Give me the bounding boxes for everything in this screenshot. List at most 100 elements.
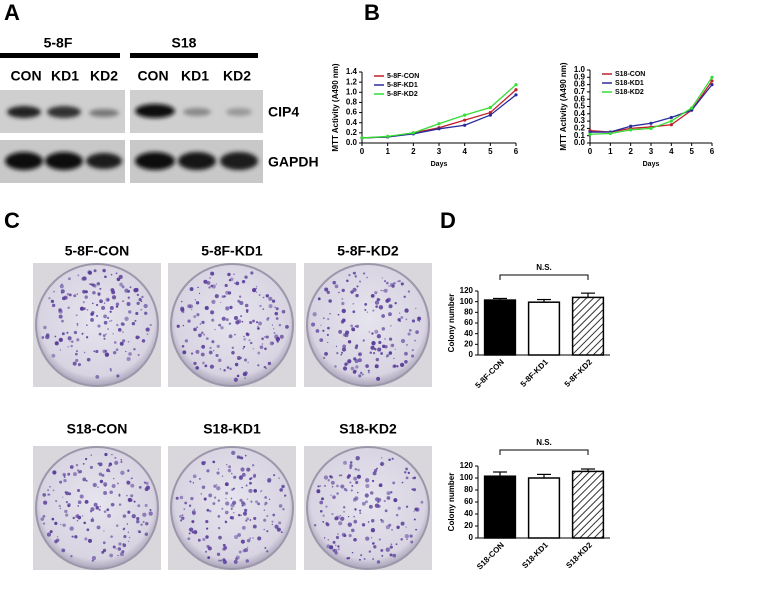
- colony: [231, 350, 235, 355]
- colony: [411, 319, 416, 323]
- x-tick-label: 4: [669, 147, 674, 156]
- colony: [109, 490, 113, 495]
- colony: [390, 343, 395, 348]
- colony: [225, 501, 230, 506]
- colony: [225, 464, 228, 466]
- colony: [112, 350, 117, 355]
- colony: [249, 320, 253, 325]
- colony: [365, 364, 369, 368]
- colony: [188, 528, 192, 531]
- colony: [371, 519, 375, 523]
- colony: [233, 475, 237, 479]
- colony: [237, 513, 241, 517]
- colony: [274, 306, 276, 309]
- colony: [282, 507, 285, 511]
- colony: [374, 291, 378, 295]
- colony: [266, 550, 269, 553]
- colony: [368, 331, 370, 333]
- colony: [233, 315, 239, 321]
- colony: [67, 346, 69, 348]
- colony: [257, 327, 260, 330]
- colony: [103, 314, 107, 319]
- colony: [243, 345, 246, 348]
- colony: [187, 304, 192, 309]
- colony: [241, 525, 246, 530]
- x-tick-label: S18-KD2: [564, 540, 594, 570]
- colony: [346, 475, 350, 479]
- colony: [245, 309, 249, 312]
- colony: [224, 520, 227, 523]
- x-tick-label: 2: [628, 147, 633, 156]
- colony: [275, 336, 281, 342]
- colony: [395, 543, 398, 546]
- y-tick-label: 100: [460, 473, 474, 482]
- colony: [336, 351, 339, 355]
- colony: [176, 324, 180, 328]
- colony: [374, 364, 379, 369]
- colony: [230, 516, 235, 520]
- colony: [193, 361, 197, 366]
- colony: [352, 498, 357, 502]
- colony: [322, 514, 325, 517]
- colony: [235, 555, 240, 560]
- colony: [89, 465, 93, 469]
- x-tick-label: 5-8F-KD1: [519, 357, 551, 389]
- colony: [211, 299, 216, 304]
- colony: [404, 351, 408, 356]
- colony: [225, 318, 229, 322]
- colony: [138, 486, 142, 489]
- plate-label: S18-KD1: [203, 421, 261, 437]
- colony: [102, 541, 106, 545]
- colony: [84, 290, 88, 294]
- colony: [343, 460, 347, 465]
- colony: [121, 285, 125, 289]
- colony: [244, 275, 248, 279]
- colony: [199, 323, 202, 325]
- colony: [246, 498, 249, 500]
- colony: [216, 344, 220, 349]
- colony: [322, 356, 326, 360]
- colony: [331, 485, 334, 488]
- x-tick-label: 6: [710, 147, 715, 156]
- colony: [239, 295, 242, 298]
- colony: [90, 507, 95, 512]
- colony: [75, 314, 78, 317]
- colony: [257, 325, 259, 328]
- colony: [74, 535, 78, 539]
- colony: [370, 491, 374, 495]
- colony: [67, 472, 71, 476]
- colony: [370, 345, 375, 350]
- colony: [55, 500, 58, 503]
- colony: [364, 493, 369, 498]
- colony: [193, 315, 197, 319]
- colony: [250, 271, 254, 275]
- colony: [279, 334, 284, 339]
- colony: [257, 536, 262, 541]
- colony: [263, 518, 267, 522]
- colony: [184, 339, 189, 343]
- bar: [571, 296, 605, 356]
- colony: [86, 324, 88, 326]
- colony: [101, 305, 106, 311]
- colony: [115, 302, 120, 306]
- colony: [92, 290, 96, 295]
- colony: [255, 287, 258, 290]
- colony: [224, 510, 229, 515]
- colony: [342, 333, 347, 337]
- colony: [252, 474, 256, 478]
- colony: [380, 289, 382, 292]
- colony: [216, 552, 221, 556]
- y-tick-label: 0: [469, 350, 474, 359]
- lane-label: KD2: [223, 68, 251, 84]
- colony: [324, 287, 329, 292]
- colony: [415, 330, 419, 334]
- y-tick-label: 60: [464, 497, 473, 506]
- colony: [260, 490, 262, 493]
- x-tick-label: 3: [437, 147, 442, 156]
- plate: [306, 446, 430, 570]
- colony: [51, 517, 55, 521]
- colony: [264, 496, 267, 499]
- colony: [54, 539, 58, 544]
- colony: [415, 307, 417, 310]
- colony: [91, 283, 95, 287]
